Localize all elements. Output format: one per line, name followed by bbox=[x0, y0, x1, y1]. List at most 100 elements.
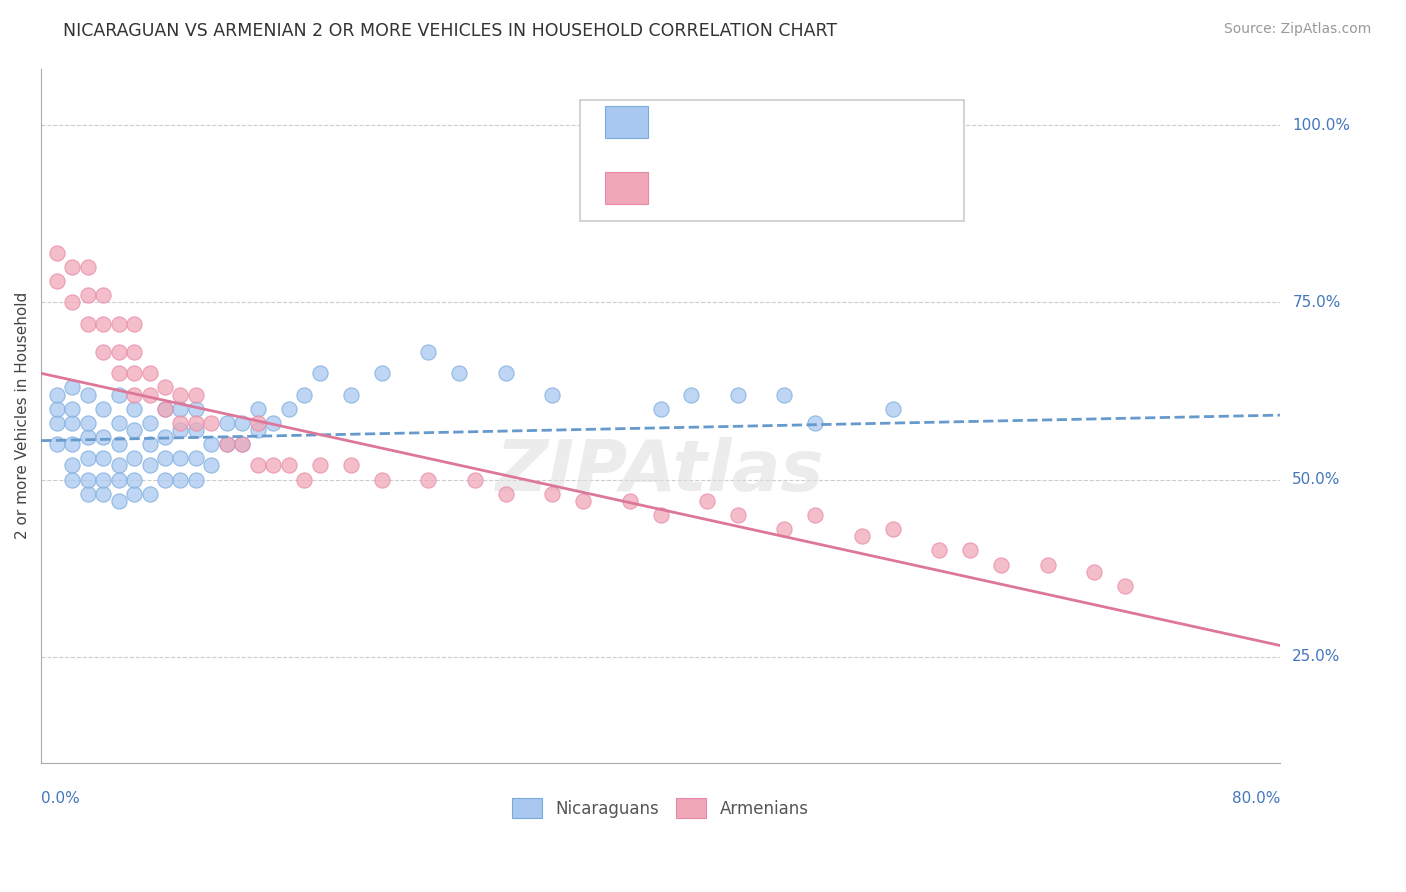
Point bbox=[153, 430, 176, 444]
Point bbox=[650, 401, 672, 416]
Point bbox=[122, 451, 145, 466]
Point bbox=[153, 451, 176, 466]
Point bbox=[200, 437, 222, 451]
Point bbox=[122, 473, 145, 487]
Text: Source: ZipAtlas.com: Source: ZipAtlas.com bbox=[1223, 22, 1371, 37]
Point bbox=[200, 416, 222, 430]
Point bbox=[928, 543, 950, 558]
Point bbox=[541, 387, 564, 401]
Point bbox=[107, 458, 129, 473]
Point bbox=[1083, 565, 1105, 579]
Point bbox=[308, 366, 330, 380]
Point bbox=[153, 401, 176, 416]
Point bbox=[107, 416, 129, 430]
Point bbox=[138, 387, 160, 401]
Point bbox=[45, 245, 67, 260]
Point bbox=[804, 508, 827, 522]
Point bbox=[169, 451, 191, 466]
Point bbox=[107, 345, 129, 359]
Point bbox=[215, 416, 238, 430]
Point bbox=[60, 295, 83, 310]
Point bbox=[91, 317, 114, 331]
Point bbox=[122, 366, 145, 380]
Point bbox=[138, 487, 160, 501]
Point bbox=[262, 458, 284, 473]
Point bbox=[495, 487, 517, 501]
Text: ZIPAtlas: ZIPAtlas bbox=[496, 437, 825, 506]
Point bbox=[60, 437, 83, 451]
Point bbox=[371, 366, 394, 380]
Point bbox=[184, 387, 207, 401]
Text: 0.0%: 0.0% bbox=[41, 791, 80, 806]
Point bbox=[959, 543, 981, 558]
Point bbox=[449, 366, 471, 380]
Point bbox=[292, 387, 315, 401]
Point bbox=[122, 387, 145, 401]
FancyBboxPatch shape bbox=[581, 100, 965, 221]
Point bbox=[107, 473, 129, 487]
Point bbox=[122, 423, 145, 437]
Point bbox=[107, 317, 129, 331]
Point bbox=[184, 423, 207, 437]
Point bbox=[246, 423, 269, 437]
Text: 80.0%: 80.0% bbox=[1232, 791, 1279, 806]
Point bbox=[340, 458, 363, 473]
Point bbox=[76, 288, 98, 302]
Point bbox=[91, 345, 114, 359]
Point bbox=[153, 380, 176, 394]
FancyBboxPatch shape bbox=[605, 172, 648, 204]
Point bbox=[292, 473, 315, 487]
Point bbox=[804, 416, 827, 430]
Point bbox=[184, 451, 207, 466]
Point bbox=[76, 451, 98, 466]
Text: R = -0.490   N = 55: R = -0.490 N = 55 bbox=[666, 179, 844, 197]
Point bbox=[418, 345, 440, 359]
Point bbox=[122, 487, 145, 501]
Point bbox=[231, 437, 253, 451]
Point bbox=[45, 416, 67, 430]
Point bbox=[681, 387, 703, 401]
Point bbox=[371, 473, 394, 487]
Point bbox=[246, 401, 269, 416]
Point bbox=[138, 458, 160, 473]
Point bbox=[773, 387, 796, 401]
Point bbox=[495, 366, 517, 380]
Point bbox=[91, 401, 114, 416]
Point bbox=[340, 387, 363, 401]
Text: 25.0%: 25.0% bbox=[1292, 649, 1341, 665]
Point bbox=[727, 508, 749, 522]
Point bbox=[727, 387, 749, 401]
Point bbox=[76, 473, 98, 487]
Point bbox=[169, 387, 191, 401]
Point bbox=[122, 345, 145, 359]
Point bbox=[277, 458, 299, 473]
Point bbox=[76, 430, 98, 444]
Point bbox=[650, 508, 672, 522]
Text: 100.0%: 100.0% bbox=[1292, 118, 1350, 133]
Point bbox=[882, 401, 904, 416]
Point bbox=[1114, 579, 1136, 593]
Point bbox=[45, 401, 67, 416]
Text: 50.0%: 50.0% bbox=[1292, 472, 1341, 487]
Point bbox=[76, 260, 98, 274]
Point bbox=[153, 473, 176, 487]
Point bbox=[91, 288, 114, 302]
Point bbox=[851, 529, 873, 543]
Point bbox=[76, 487, 98, 501]
Point bbox=[231, 437, 253, 451]
Point bbox=[184, 473, 207, 487]
Point bbox=[60, 416, 83, 430]
Point bbox=[122, 317, 145, 331]
Point bbox=[91, 473, 114, 487]
Point bbox=[418, 473, 440, 487]
Point bbox=[138, 437, 160, 451]
Point bbox=[45, 274, 67, 288]
Point bbox=[169, 423, 191, 437]
Point bbox=[619, 494, 641, 508]
Point bbox=[60, 458, 83, 473]
Text: R =  0.048   N = 72: R = 0.048 N = 72 bbox=[666, 113, 842, 131]
Point bbox=[60, 260, 83, 274]
Legend: Nicaraguans, Armenians: Nicaraguans, Armenians bbox=[506, 792, 815, 824]
Point bbox=[184, 416, 207, 430]
Point bbox=[91, 487, 114, 501]
